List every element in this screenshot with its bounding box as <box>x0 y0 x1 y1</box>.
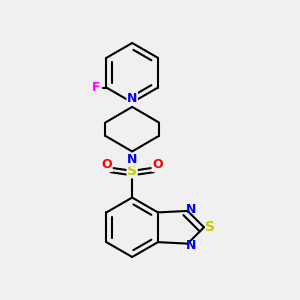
Text: F: F <box>92 81 100 94</box>
Text: N: N <box>127 153 137 166</box>
Text: N: N <box>185 203 196 216</box>
Text: S: S <box>205 220 215 234</box>
Text: O: O <box>102 158 112 171</box>
Text: N: N <box>127 92 137 105</box>
Text: S: S <box>127 164 137 178</box>
Text: O: O <box>152 158 163 171</box>
Text: N: N <box>185 238 196 252</box>
